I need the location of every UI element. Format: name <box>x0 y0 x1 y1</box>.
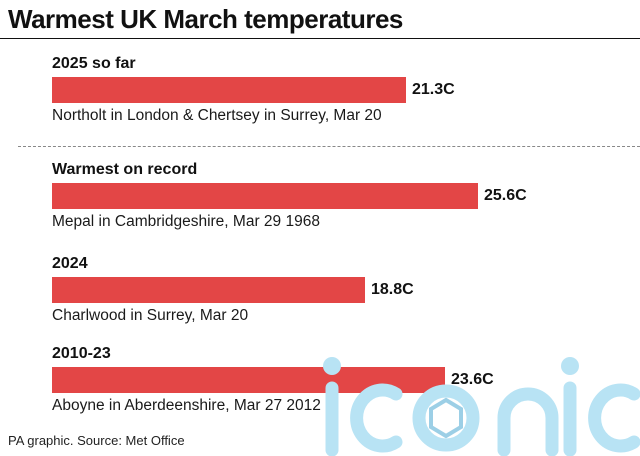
source-note: PA graphic. Source: Met Office <box>8 433 185 448</box>
title-divider <box>0 38 640 39</box>
value-label: 25.6C <box>484 187 527 204</box>
location-caption: Charlwood in Surrey, Mar 20 <box>52 307 249 324</box>
value-label: 21.3C <box>412 81 455 98</box>
value-label: 18.8C <box>371 281 414 298</box>
location-caption: Mepal in Cambridgeshire, Mar 29 1968 <box>52 213 320 230</box>
value-label: 23.6C <box>451 371 494 388</box>
category-label: Warmest on record <box>52 161 198 178</box>
category-label: 2025 so far <box>52 55 136 72</box>
temperature-bar <box>52 77 406 103</box>
location-caption: Aboyne in Aberdeenshire, Mar 27 2012 <box>52 397 321 414</box>
temperature-bar <box>52 183 478 209</box>
iconic-watermark <box>323 357 640 456</box>
section-divider <box>18 146 640 147</box>
temperature-bar <box>52 277 365 303</box>
category-label: 2024 <box>52 255 88 272</box>
chart-title: Warmest UK March temperatures <box>8 4 403 34</box>
category-label: 2010-23 <box>52 345 111 362</box>
location-caption: Northolt in London & Chertsey in Surrey,… <box>52 107 382 124</box>
